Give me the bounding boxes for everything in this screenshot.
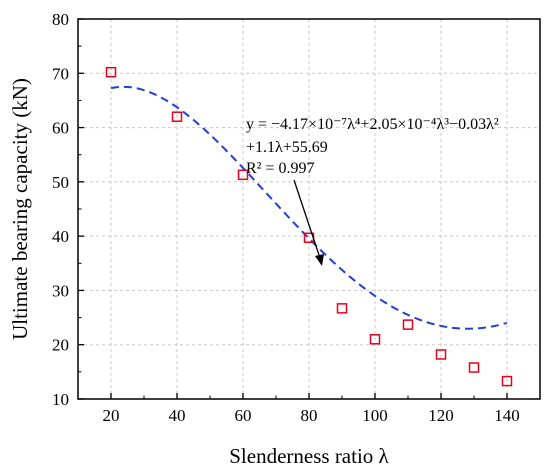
- data-point: [402, 319, 414, 330]
- grid-lines: [78, 19, 540, 399]
- equation-line-1: y = −4.17×10⁻⁷λ⁴+2.05×10⁻⁴λ³−0.03λ²: [246, 116, 499, 133]
- data-point: [336, 303, 348, 314]
- y-tick-label: 30: [52, 281, 69, 300]
- x-tick-label: 60: [235, 406, 252, 425]
- x-tick-label: 40: [169, 406, 186, 425]
- data-points: [105, 66, 513, 387]
- y-axis-label: Ultimate bearing capacity (kN): [8, 78, 32, 340]
- data-point: [237, 169, 249, 181]
- x-tick-label: 120: [428, 406, 454, 425]
- data-point: [369, 334, 381, 345]
- x-tick-label: 80: [301, 406, 318, 425]
- y-tick-label: 80: [52, 10, 69, 29]
- y-tick-label: 20: [52, 336, 69, 355]
- y-tick-label: 60: [52, 119, 69, 138]
- tick-marks: [77, 18, 541, 400]
- data-point: [501, 375, 513, 387]
- fit-curve: [110, 85, 508, 330]
- x-tick-label: 140: [494, 406, 520, 425]
- y-tick-label: 70: [52, 64, 69, 83]
- data-point: [105, 66, 117, 78]
- y-tick-label: 40: [52, 227, 69, 246]
- y-tick-labels: 10 20 30 40 50 60 70 80: [52, 10, 69, 409]
- y-tick-label: 50: [52, 173, 69, 192]
- x-tick-label: 20: [103, 406, 120, 425]
- y-tick-label: 10: [52, 390, 69, 409]
- annotation-arrow-head: [315, 254, 324, 266]
- data-point: [435, 349, 447, 360]
- x-tick-label: 100: [362, 406, 388, 425]
- data-point: [171, 111, 183, 122]
- x-tick-labels: 20 40 60 80 100 120 140: [103, 406, 520, 425]
- x-axis-label: Slenderness ratio λ: [229, 444, 389, 468]
- r-squared-label: R² = 0.997: [246, 160, 315, 177]
- equation-line-2: +1.1λ+55.69: [246, 139, 328, 156]
- annotation-arrow-line: [293, 179, 321, 259]
- data-point: [468, 362, 480, 373]
